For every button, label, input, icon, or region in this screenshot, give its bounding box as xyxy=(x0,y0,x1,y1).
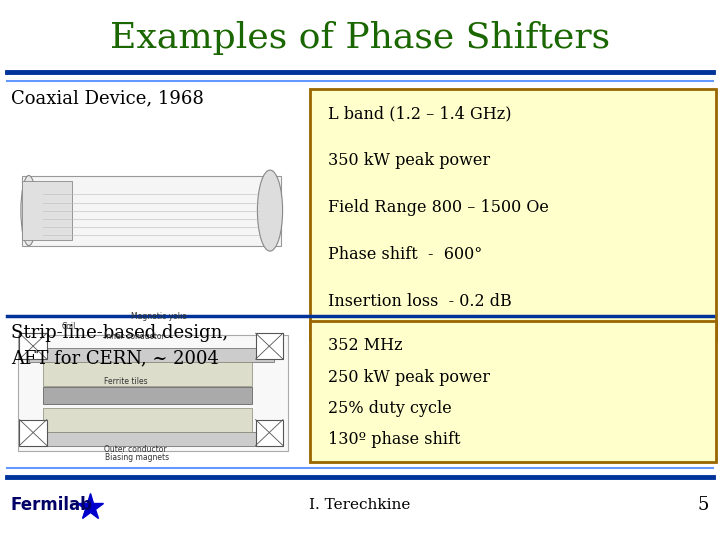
Text: 5: 5 xyxy=(698,496,709,514)
Bar xyxy=(22,176,281,246)
Bar xyxy=(19,333,47,359)
Text: Insertion loss  - 0.2 dB: Insertion loss - 0.2 dB xyxy=(328,293,511,310)
Bar xyxy=(29,348,274,362)
Bar xyxy=(256,333,283,359)
FancyBboxPatch shape xyxy=(310,89,716,340)
Text: Coil: Coil xyxy=(61,322,76,331)
Text: Ferrite tiles: Ferrite tiles xyxy=(104,377,148,386)
Text: Examples of Phase Shifters: Examples of Phase Shifters xyxy=(110,21,610,55)
Bar xyxy=(18,335,288,451)
Text: Inner conductor: Inner conductor xyxy=(104,333,165,341)
Text: Magnetic yoke: Magnetic yoke xyxy=(130,313,186,321)
Text: 352 MHz: 352 MHz xyxy=(328,338,402,354)
Text: 250 kW peak power: 250 kW peak power xyxy=(328,368,490,386)
Text: 350 kW peak power: 350 kW peak power xyxy=(328,152,490,169)
Text: Outer conductor: Outer conductor xyxy=(104,445,167,454)
Bar xyxy=(29,432,274,445)
Text: I. Terechkine: I. Terechkine xyxy=(310,498,410,512)
Bar xyxy=(22,181,72,240)
Text: Phase shift  -  600°: Phase shift - 600° xyxy=(328,246,482,263)
Bar xyxy=(43,408,252,432)
Text: Coaxial Device, 1968: Coaxial Device, 1968 xyxy=(11,89,204,107)
FancyBboxPatch shape xyxy=(310,321,716,462)
Text: 130º phase shift: 130º phase shift xyxy=(328,431,460,448)
Text: Strip-line-based design,
AFT for CERN, ~ 2004: Strip-line-based design, AFT for CERN, ~… xyxy=(11,324,228,367)
Bar xyxy=(43,387,252,404)
Text: L band (1.2 – 1.4 GHz): L band (1.2 – 1.4 GHz) xyxy=(328,105,511,122)
Bar xyxy=(19,420,47,446)
Text: Field Range 800 – 1500 Oe: Field Range 800 – 1500 Oe xyxy=(328,199,549,216)
Bar xyxy=(43,362,252,386)
Ellipse shape xyxy=(21,176,37,246)
Text: Fermilab: Fermilab xyxy=(11,496,93,514)
Ellipse shape xyxy=(258,170,283,251)
Text: 25% duty cycle: 25% duty cycle xyxy=(328,400,451,416)
Text: Biasing magnets: Biasing magnets xyxy=(104,454,169,462)
Bar xyxy=(256,420,283,446)
